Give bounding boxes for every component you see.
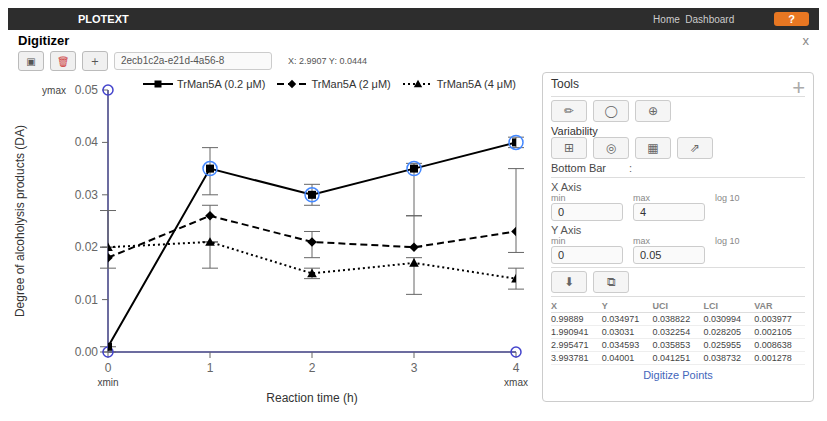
html-text:1.990941: 1.990941 xyxy=(551,327,589,337)
svg-text:0.05: 0.05 xyxy=(75,83,99,97)
svg-text:1: 1 xyxy=(207,361,214,375)
html-text:2ecb1c2a-e21d-4a56-8: 2ecb1c2a-e21d-4a56-8 xyxy=(121,55,225,66)
html-text:0.035853: 0.035853 xyxy=(652,340,691,350)
html-text:X Axis: X Axis xyxy=(551,181,582,193)
svg-text:0.04: 0.04 xyxy=(75,135,99,149)
html-text:0.041251: 0.041251 xyxy=(652,353,691,363)
html-text:TrMan5A (0.2 μM): TrMan5A (0.2 μM) xyxy=(177,78,266,90)
html-text:0.028205: 0.028205 xyxy=(703,327,741,337)
html-text:max: max xyxy=(633,193,650,203)
html-text:Digitize Points: Digitize Points xyxy=(643,369,713,381)
html-text:Bottom Bar: Bottom Bar xyxy=(551,162,606,174)
svg-text:4: 4 xyxy=(513,361,520,375)
svg-text:0.03: 0.03 xyxy=(75,188,99,202)
html-text:UCI: UCI xyxy=(652,301,669,311)
html-text:Y Axis: Y Axis xyxy=(551,224,582,236)
html-text:min: min xyxy=(551,236,566,246)
svg-text:0.02: 0.02 xyxy=(75,240,99,254)
html-text:0.03031: 0.03031 xyxy=(601,327,635,337)
svg-text:2: 2 xyxy=(309,361,316,375)
svg-text:xmax: xmax xyxy=(504,377,528,388)
svg-text:xmin: xmin xyxy=(97,377,118,388)
html-text:Y: Y xyxy=(601,301,608,311)
html-text:max: max xyxy=(633,236,650,246)
html-text:Home Dashboard: Home Dashboard xyxy=(653,13,735,25)
html-text:0.99889: 0.99889 xyxy=(551,314,584,324)
svg-text:0.00: 0.00 xyxy=(75,345,99,359)
html-text:0: 0 xyxy=(558,249,565,261)
html-text:0.002105: 0.002105 xyxy=(754,327,792,337)
html-text:0.001278: 0.001278 xyxy=(754,353,792,363)
html-text:LCI: LCI xyxy=(703,301,718,311)
html-text:0.038822: 0.038822 xyxy=(652,314,691,324)
html-text:Digitizer: Digitizer xyxy=(18,32,70,48)
svg-text:0.01: 0.01 xyxy=(75,293,99,307)
html-text:log 10: log 10 xyxy=(715,193,740,203)
html-text:2.995471: 2.995471 xyxy=(551,340,589,350)
html-text:0.05: 0.05 xyxy=(640,249,662,261)
svg-text:Degree of alcoholysis products: Degree of alcoholysis products (DA) xyxy=(13,125,27,317)
html-text:min: min xyxy=(551,193,566,203)
html-text:0.008638: 0.008638 xyxy=(754,340,792,350)
html-text:X: 2.9907 Y: 0.0444: X: 2.9907 Y: 0.0444 xyxy=(288,56,367,66)
svg-text:3: 3 xyxy=(411,361,418,375)
html-text:X: X xyxy=(551,301,557,311)
html-text:TrMan5A (2 μM): TrMan5A (2 μM) xyxy=(311,78,391,90)
svg-text:Reaction time (h): Reaction time (h) xyxy=(266,391,357,405)
html-text:0.034971: 0.034971 xyxy=(601,314,640,324)
html-text:3.993781: 3.993781 xyxy=(551,353,589,363)
html-text:0.030994: 0.030994 xyxy=(703,314,741,324)
svg-text:0: 0 xyxy=(105,361,112,375)
html-text:0.032254: 0.032254 xyxy=(652,327,691,337)
html-text:Tools: Tools xyxy=(551,77,579,91)
html-text:0.038732: 0.038732 xyxy=(703,353,741,363)
html-text:0.025955: 0.025955 xyxy=(703,340,741,350)
html-text:0.04001: 0.04001 xyxy=(601,353,635,363)
html-text:0: 0 xyxy=(558,206,565,218)
svg-text:ymax: ymax xyxy=(42,85,66,96)
html-text:VAR: VAR xyxy=(754,301,773,311)
html-text:x: x xyxy=(802,32,809,48)
html-text:PLOTEXT: PLOTEXT xyxy=(78,13,129,25)
html-text:0.034593: 0.034593 xyxy=(601,340,640,350)
html-text:log 10: log 10 xyxy=(715,236,740,246)
html-text:4: 4 xyxy=(640,206,647,218)
html-text:TrMan5A (4 μM): TrMan5A (4 μM) xyxy=(436,78,516,90)
html-text:Variability: Variability xyxy=(551,125,598,137)
html-text:0.003977: 0.003977 xyxy=(754,314,792,324)
